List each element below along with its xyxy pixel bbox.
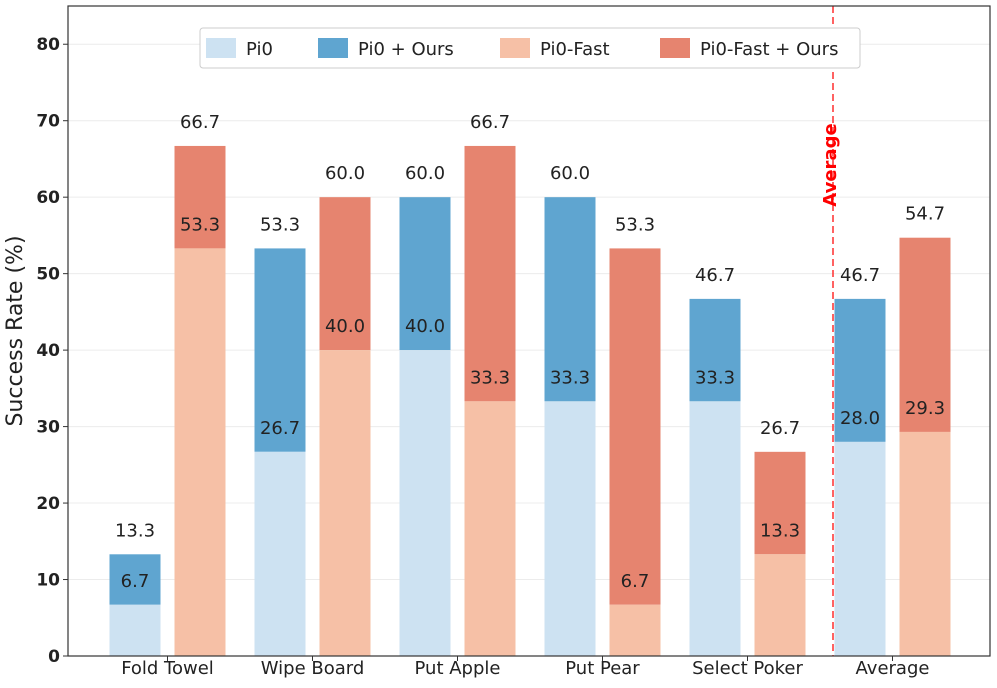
average-annotation: Average <box>820 123 841 206</box>
label-base-fast-average: 29.3 <box>905 398 945 419</box>
label-base-fast-put-apple: 33.3 <box>470 367 510 388</box>
y-tick-label-10: 10 <box>36 571 60 591</box>
x-axis-ticks: Fold Towel Wipe Board Put Apple Put Pear Sel… <box>121 656 929 679</box>
bar-pi0-average <box>834 441 886 656</box>
bar-pi0-put-pear <box>544 401 596 656</box>
legend-swatch-pi0-fast <box>500 38 530 58</box>
label-base-fast-select-poker: 13.3 <box>760 520 800 541</box>
label-total-fast-select-poker: 26.7 <box>760 418 800 439</box>
plot-frame <box>67 5 991 657</box>
y-axis-label: Success Rate (%) <box>3 235 28 426</box>
bar-pi0-ours-put-apple <box>399 197 451 351</box>
x-tick-label-put-pear: Put Pear <box>565 658 640 679</box>
label-total-pi0-put-apple: 60.0 <box>405 163 445 184</box>
bar-pi0-ours-wipe-board <box>254 248 306 452</box>
label-total-fast-put-pear: 53.3 <box>615 214 655 235</box>
y-tick-label-20: 20 <box>36 494 60 514</box>
x-tick-label-select-poker: Select Poker <box>692 658 803 679</box>
bar-pi0-fast-put-apple <box>464 401 516 656</box>
bar-pi0-fold-towel <box>109 604 161 656</box>
legend-label-pi0-fast: Pi0-Fast <box>540 39 610 60</box>
legend-swatch-pi0-ours <box>318 38 348 58</box>
bar-pi0-put-apple <box>399 350 451 656</box>
x-tick-label-wipe-board: Wipe Board <box>261 658 365 679</box>
bar-pi0-fast-ours-put-apple <box>464 145 516 402</box>
label-base-pi0-average: 28.0 <box>840 408 880 429</box>
bar-pi0-fast-select-poker <box>754 554 806 656</box>
legend-items: Pi0 Pi0 + Ours Pi0-Fast Pi0-Fast + Ours <box>206 38 838 60</box>
y-tick-label-0: 0 <box>48 647 60 667</box>
label-total-pi0-average: 46.7 <box>840 265 880 286</box>
bar-pi0-select-poker <box>689 401 741 656</box>
data-labels: 13.3 6.7 66.7 53.3 53.3 26.7 60.0 40.0 60.0 40.0 6… <box>115 112 945 592</box>
x-tick-label-average: Average <box>856 658 930 679</box>
label-total-fast-put-apple: 66.7 <box>470 112 510 133</box>
label-total-pi0-put-pear: 60.0 <box>550 163 590 184</box>
legend: Pi0 Pi0 + Ours Pi0-Fast Pi0-Fast + Ours <box>199 27 861 69</box>
bar-pi0-ours-fold-towel <box>109 554 161 605</box>
legend-label-pi0-ours: Pi0 + Ours <box>358 39 454 60</box>
x-tick-label-fold-towel: Fold Towel <box>121 658 214 679</box>
y-tick-label-40: 40 <box>36 341 60 361</box>
bar-pi0-fast-ours-wipe-board <box>319 197 371 351</box>
bar-pi0-ours-put-pear <box>544 197 596 402</box>
label-base-fast-fold-towel: 53.3 <box>180 214 220 235</box>
bar-pi0-fast-ours-select-poker <box>754 451 806 555</box>
label-total-pi0-fold-towel: 13.3 <box>115 520 155 541</box>
bar-pi0-fast-wipe-board <box>319 350 371 656</box>
bar-pi0-fast-fold-towel <box>174 248 226 657</box>
bar-pi0-fast-put-pear <box>609 604 661 656</box>
label-base-fast-wipe-board: 40.0 <box>325 316 365 337</box>
label-base-pi0-wipe-board: 26.7 <box>260 418 300 439</box>
bar-pi0-ours-average <box>834 298 886 442</box>
bar-pi0-fast-ours-average <box>899 237 951 432</box>
label-base-fast-put-pear: 6.7 <box>621 571 650 592</box>
label-base-pi0-fold-towel: 6.7 <box>121 571 150 592</box>
legend-label-pi0-fast-ours: Pi0-Fast + Ours <box>700 39 838 60</box>
y-tick-label-80: 80 <box>36 35 60 55</box>
y-tick-label-50: 50 <box>36 265 60 285</box>
y-tick-label-60: 60 <box>36 188 60 208</box>
label-base-pi0-put-pear: 33.3 <box>550 367 590 388</box>
y-tick-label-30: 30 <box>36 418 60 438</box>
bar-pi0-wipe-board <box>254 451 306 656</box>
bar-pi0-fast-ours-put-pear <box>609 248 661 605</box>
legend-swatch-pi0-fast-ours <box>660 38 690 58</box>
label-total-pi0-wipe-board: 53.3 <box>260 214 300 235</box>
bar-pi0-fast-ours-fold-towel <box>174 145 226 249</box>
label-total-fast-average: 54.7 <box>905 204 945 225</box>
bar-pi0-ours-select-poker <box>689 298 741 402</box>
label-total-fast-fold-towel: 66.7 <box>180 112 220 133</box>
x-tick-label-put-apple: Put Apple <box>415 658 501 679</box>
label-base-pi0-put-apple: 40.0 <box>405 316 445 337</box>
y-tick-label-70: 70 <box>36 112 60 132</box>
bar-pi0-fast-average <box>899 431 951 656</box>
y-axis-ticks: 0 10 20 30 40 50 60 70 80 <box>36 35 68 667</box>
legend-label-pi0: Pi0 <box>246 39 273 60</box>
label-total-pi0-select-poker: 46.7 <box>695 265 735 286</box>
legend-swatch-pi0 <box>206 38 236 58</box>
label-total-fast-wipe-board: 60.0 <box>325 163 365 184</box>
bars <box>109 145 951 657</box>
label-base-pi0-select-poker: 33.3 <box>695 367 735 388</box>
